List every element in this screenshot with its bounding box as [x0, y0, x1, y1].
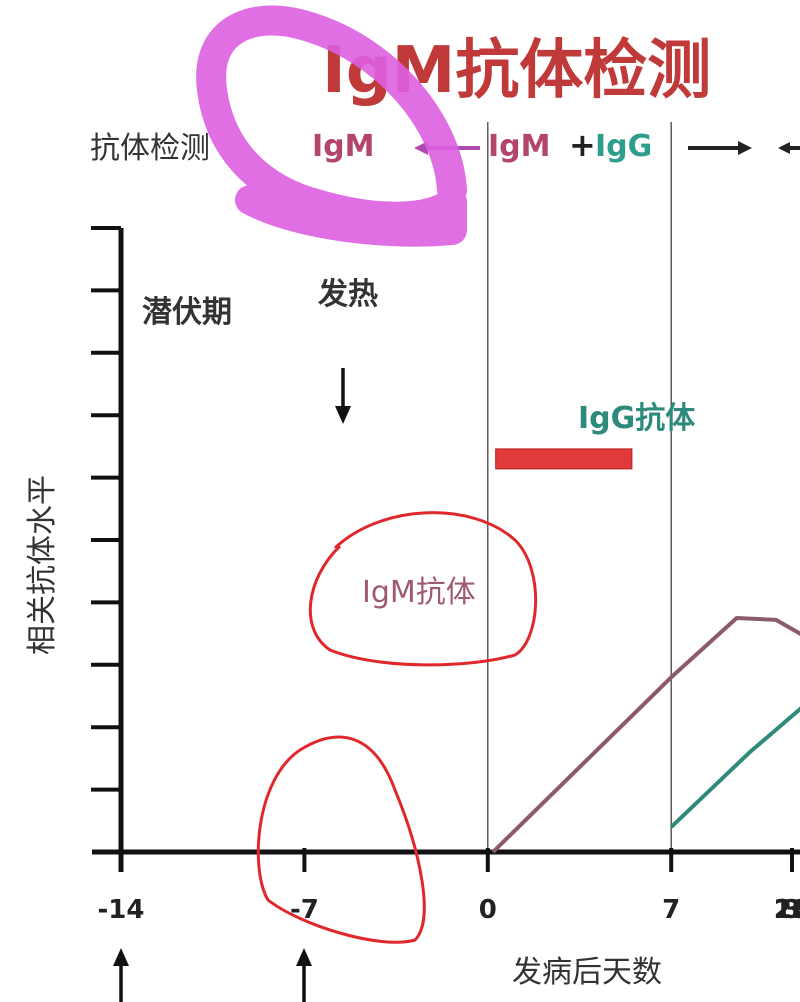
header-arrow-right: [688, 141, 752, 155]
x-tick-label: 3: [783, 895, 800, 925]
header-arrow-left-edge: [778, 142, 800, 154]
header-row-label: 抗体检测: [90, 131, 210, 166]
fever-indicator-bar: [495, 448, 633, 470]
igm-curve: [491, 616, 800, 854]
x-tick-label: 0: [479, 895, 497, 925]
y-axis-label: 相关抗体水平: [25, 475, 60, 655]
series-label-igg: IgG抗体: [578, 401, 696, 436]
header-igg-label: IgG: [595, 129, 652, 164]
x-tick-label: 7: [662, 895, 680, 925]
magenta-highlight-scribble: [196, 5, 467, 247]
header-igm-label: IgM: [312, 129, 375, 164]
phase-label-incubation: 潜伏期: [142, 295, 232, 330]
red-circle-origin: [256, 735, 426, 944]
phase-label-fever: 发热: [317, 277, 378, 312]
onset-arrow-day-0: [296, 948, 312, 1002]
red-circle-igm-peak: [308, 511, 538, 667]
header-plus-sign: +: [569, 126, 596, 164]
exposure-arrow-day-minus14: [113, 948, 129, 1002]
header-igm-plus-label: IgM: [488, 129, 551, 164]
series-label-igm: IgM抗体: [362, 575, 476, 610]
x-tick-label: -14: [98, 895, 145, 925]
x-tick-label: 14: [774, 895, 800, 925]
x-tick-label: 21: [774, 895, 800, 925]
x-axis-label: 发病后天数: [512, 955, 662, 990]
fever-indicator-arrow: [335, 368, 351, 424]
x-tick-label: 28: [774, 895, 800, 925]
igg-curve: [669, 706, 800, 829]
